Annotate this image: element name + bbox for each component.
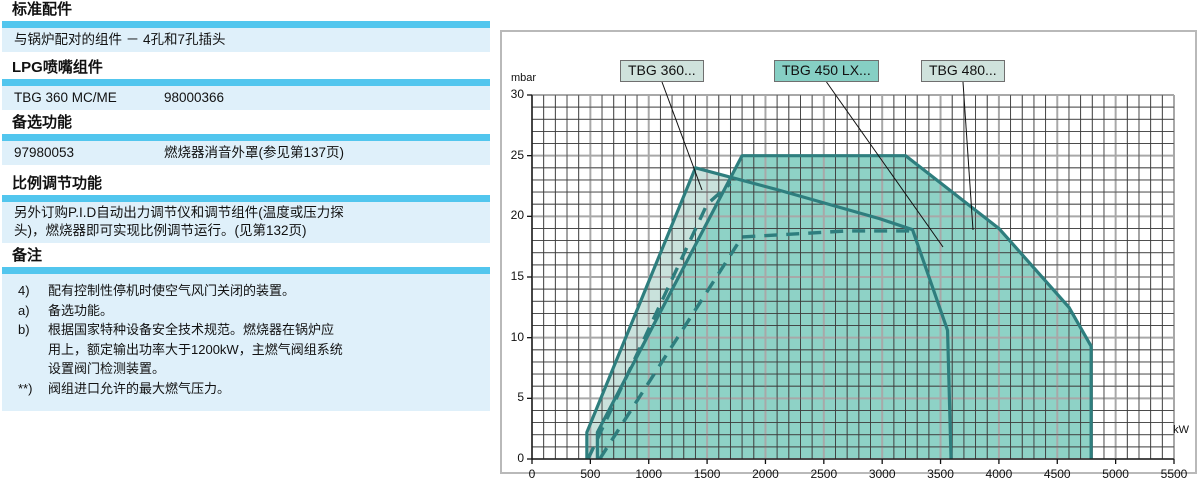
x-axis-tick-label: 3000: [868, 467, 896, 481]
y-axis-tick-label: 20: [510, 208, 524, 223]
x-axis-tick-label: 500: [580, 467, 601, 481]
note-text: 根据国家特种设备安全技术规范。燃烧器在锅炉应: [48, 322, 335, 337]
x-axis-tick-label: 4000: [985, 467, 1013, 481]
section-standard-accessories: 标准配件 与锅炉配对的组件 － 4孔和7孔插头: [0, 0, 492, 52]
x-axis-tick-label: 1000: [635, 467, 663, 481]
section-lpg-nozzle-kit: LPG喷嘴组件 TBG 360 MC/ME 98000366: [0, 58, 492, 110]
working-field-chart: mbar kW 0 5 10 15 20 25 30 0 500 1000 1500 2000 2500…: [500, 30, 1197, 481]
note-text: 阀组进口允许的最大燃气压力。: [48, 380, 231, 396]
note-marker: [12, 341, 48, 360]
note-marker: b): [18, 322, 30, 337]
note-marker: **): [18, 380, 33, 396]
section-body: 与锅炉配对的组件 － 4孔和7孔插头: [2, 28, 490, 52]
y-axis-tick-label: 5: [517, 390, 524, 405]
section-remarks: 备注 4) 配有控制性停机时使空气风门关闭的装置。 a) 备选功能。 b) 根据…: [0, 246, 492, 411]
y-axis-unit: mbar: [511, 72, 537, 84]
x-axis-tick-label: 1500: [693, 467, 721, 481]
y-axis-tick-label: 30: [510, 87, 524, 101]
specs-panel: 标准配件 与锅炉配对的组件 － 4孔和7孔插头 LPG喷嘴组件 TBG 360 …: [0, 0, 492, 482]
section-divider-bar: [2, 21, 490, 28]
section-title: 备注: [12, 247, 43, 264]
section-title: 备选功能: [12, 114, 73, 131]
table-row: TBG 360 MC/ME 98000366: [14, 88, 478, 107]
note-marker: a): [18, 302, 30, 318]
section-body: TBG 360 MC/ME 98000366: [2, 86, 490, 110]
notes-list: 4) 配有控制性停机时使空气风门关闭的装置。 a) 备选功能。 b) 根据国家特…: [2, 274, 490, 411]
table-row: 97980053 燃烧器消音外罩(参见第137页): [14, 143, 478, 162]
body-line: 与锅炉配对的组件 － 4孔和7孔插头: [14, 32, 226, 47]
row-label: TBG 360 MC/ME: [14, 90, 117, 105]
section-title: LPG喷嘴组件: [12, 59, 103, 76]
chart-callout-label: TBG 480...: [921, 60, 1005, 82]
chart-callout-label: TBG 450 LX...: [774, 60, 879, 82]
y-axis-tick-label: 15: [510, 269, 524, 283]
section-title: 比例调节功能: [12, 175, 103, 192]
section-divider-bar: [2, 79, 490, 86]
row-code: 98000366: [164, 90, 225, 105]
section-optional-functions: 备选功能 97980053 燃烧器消音外罩(参见第137页): [0, 113, 492, 165]
x-axis-tick-label: 5000: [1102, 467, 1129, 481]
note-text: 备选功能。: [48, 302, 114, 318]
body-line: 另外订购P.I.D自动出力调节仪和调节组件(温度或压力探: [14, 205, 344, 220]
list-item: a) 备选功能。: [12, 302, 480, 321]
section-title: 标准配件: [12, 1, 73, 18]
chart-callout-label: TBG 360...: [620, 60, 704, 82]
row-label: 97980053: [14, 145, 75, 160]
y-axis-tick-label: 25: [510, 147, 524, 162]
note-text: 配有控制性停机时使空气风门关闭的装置。: [48, 283, 296, 298]
list-item: 4) 配有控制性停机时使空气风门关闭的装置。: [12, 282, 480, 301]
section-body: 97980053 燃烧器消音外罩(参见第137页): [2, 141, 490, 165]
x-axis-unit: kW: [1173, 424, 1189, 436]
section-divider-bar: [2, 134, 490, 141]
list-item: **) 阀组进口允许的最大燃气压力。: [12, 380, 480, 399]
section-divider-bar: [2, 267, 490, 274]
x-axis-tick-label: 0: [528, 467, 536, 481]
section-body: 另外订购P.I.D自动出力调节仪和调节组件(温度或压力探 头)，燃烧器即可实现比…: [2, 202, 490, 243]
note-text: 设置阀门检测装置。: [48, 361, 166, 376]
list-item: b) 根据国家特种设备安全技术规范。燃烧器在锅炉应: [12, 321, 480, 340]
x-axis-tick-label: 3500: [927, 467, 954, 481]
x-axis-tick-label: 4500: [1043, 467, 1071, 481]
x-axis-tick-label: 2500: [810, 467, 838, 481]
x-axis-tick-label: 2000: [752, 467, 779, 481]
section-divider-bar: [2, 195, 490, 202]
x-axis-tick-label: 5500: [1160, 467, 1188, 481]
y-axis-tick-label: 0: [517, 451, 524, 465]
note-marker: 4): [18, 283, 30, 298]
section-modulating-operation: 比例调节功能 另外订购P.I.D自动出力调节仪和调节组件(温度或压力探 头)，燃…: [0, 174, 492, 243]
row-code: 燃烧器消音外罩(参见第137页): [164, 145, 345, 160]
y-axis-tick-label: 10: [510, 329, 524, 344]
body-line: 头)，燃烧器即可实现比例调节运行。(见第132页): [14, 223, 307, 238]
note-marker: [12, 360, 48, 379]
note-text: 用上，额定输出功率大于1200kW，主燃气阀组系统: [48, 341, 343, 357]
list-item: 设置阀门检测装置。: [12, 360, 480, 379]
list-item: 用上，额定输出功率大于1200kW，主燃气阀组系统: [12, 341, 480, 360]
chart-svg: [527, 81, 1175, 464]
